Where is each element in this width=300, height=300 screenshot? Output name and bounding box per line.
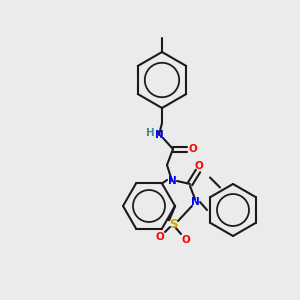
Text: N: N [154, 130, 164, 140]
Text: O: O [189, 144, 197, 154]
Text: O: O [195, 161, 203, 171]
Text: H: H [146, 128, 154, 138]
Text: N: N [168, 176, 176, 186]
Text: O: O [182, 235, 190, 245]
Text: O: O [156, 232, 164, 242]
Text: S: S [169, 218, 177, 230]
Text: N: N [190, 197, 200, 207]
